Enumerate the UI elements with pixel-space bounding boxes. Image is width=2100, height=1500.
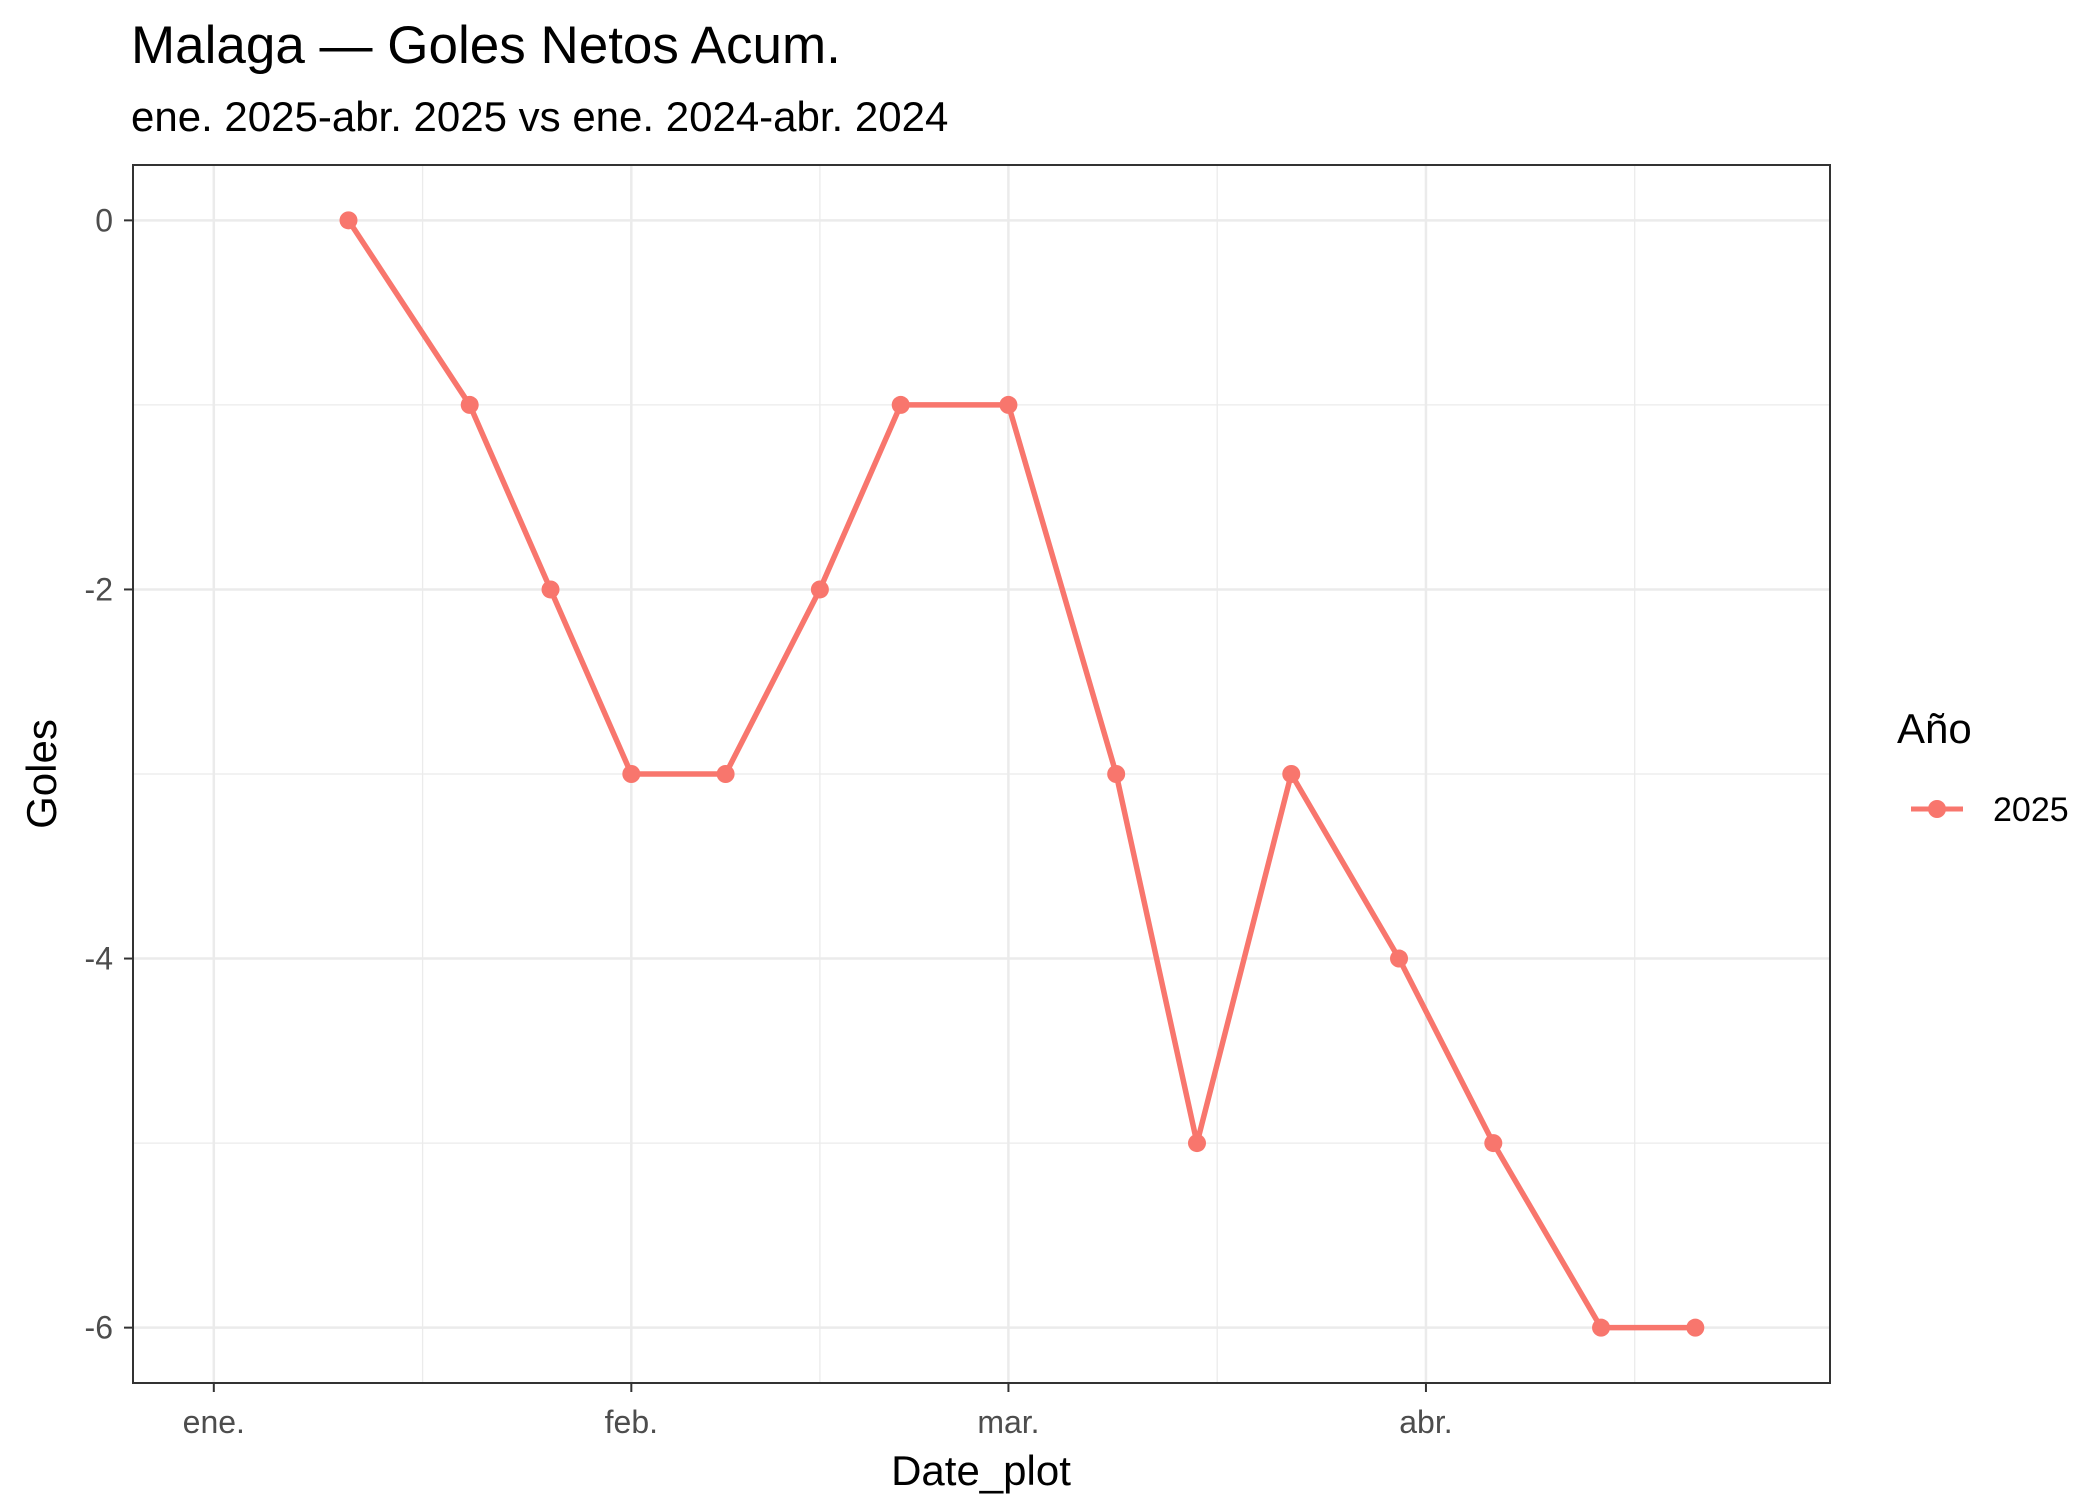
data-point (460, 395, 479, 414)
x-axis: ene. feb. mar. abr. (183, 1383, 1453, 1440)
y-axis: 0 -2 -4 -6 (85, 202, 133, 1346)
grid-major (133, 165, 1830, 1383)
legend-key-point (1928, 800, 1946, 818)
data-point (1686, 1318, 1705, 1337)
data-point (716, 765, 735, 783)
x-tick-label: feb. (605, 1404, 658, 1440)
data-point (810, 580, 829, 599)
chart-subtitle: ene. 2025-abr. 2025 vs ene. 2024-abr. 20… (131, 93, 948, 140)
y-tick-label: -6 (85, 1310, 113, 1346)
y-axis-title: Goles (18, 719, 65, 829)
y-tick-label: 0 (95, 202, 113, 238)
legend: Año 2025 (1897, 705, 2069, 829)
x-tick-label: ene. (183, 1404, 245, 1440)
series-layer (339, 211, 1705, 1337)
data-point (622, 765, 641, 783)
data-point (339, 211, 358, 230)
data-point (1592, 1318, 1611, 1337)
y-tick-label: -2 (85, 571, 113, 607)
chart-title: Malaga — Goles Netos Acum. (131, 16, 841, 75)
data-point (1187, 1134, 1206, 1153)
grid-minor (133, 165, 1830, 1383)
data-point (1484, 1134, 1503, 1153)
x-tick-label: mar. (977, 1404, 1039, 1440)
plot-panel-border (132, 164, 1831, 1384)
data-point (999, 395, 1018, 414)
x-axis-title: Date_plot (891, 1447, 1071, 1494)
data-point (1282, 765, 1301, 783)
data-point (541, 580, 560, 599)
y-tick-label: -4 (85, 941, 113, 977)
data-point (1390, 949, 1409, 968)
legend-title: Año (1897, 705, 1972, 752)
legend-label: 2025 (1993, 791, 2069, 829)
data-point (891, 395, 910, 414)
data-point (1107, 765, 1126, 783)
x-tick-label: abr. (1399, 1404, 1452, 1440)
